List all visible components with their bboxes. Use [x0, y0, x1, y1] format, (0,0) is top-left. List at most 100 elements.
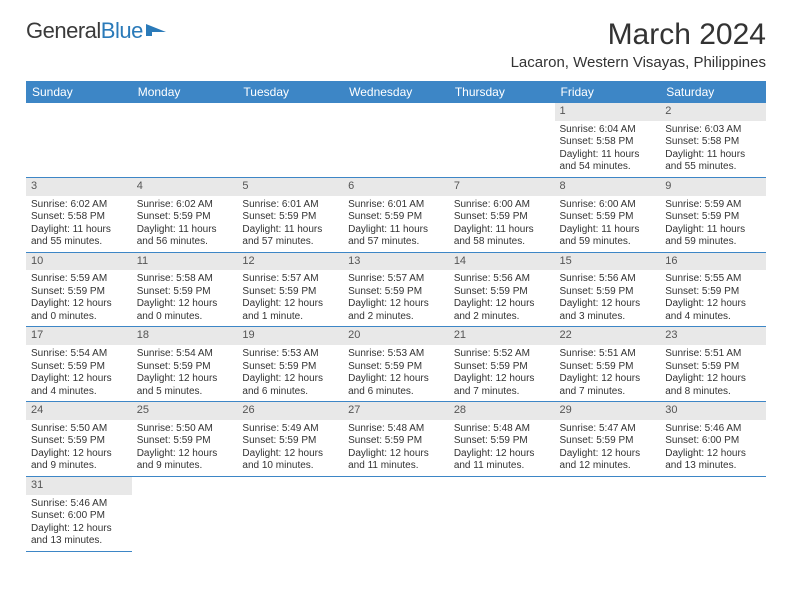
daylight-line: Daylight: 12 hours and 6 minutes.: [242, 373, 338, 398]
day-number: 15: [555, 253, 661, 271]
sunset-line: Sunset: 5:59 PM: [560, 361, 656, 374]
daylight-line: Daylight: 12 hours and 10 minutes.: [242, 448, 338, 473]
daylight-line: Daylight: 11 hours and 58 minutes.: [454, 224, 550, 249]
day-number: 23: [660, 327, 766, 345]
daylight-line: Daylight: 11 hours and 57 minutes.: [242, 224, 338, 249]
sunset-line: Sunset: 5:59 PM: [454, 361, 550, 374]
daylight-line: Daylight: 12 hours and 1 minute.: [242, 298, 338, 323]
calendar-cell: 29Sunrise: 5:47 AMSunset: 5:59 PMDayligh…: [555, 402, 661, 477]
sunrise-line: Sunrise: 5:49 AM: [242, 423, 338, 436]
sunset-line: Sunset: 5:59 PM: [31, 435, 127, 448]
calendar-cell: 9Sunrise: 5:59 AMSunset: 5:59 PMDaylight…: [660, 177, 766, 252]
calendar-cell: 7Sunrise: 6:00 AMSunset: 5:59 PMDaylight…: [449, 177, 555, 252]
day-number: 20: [343, 327, 449, 345]
day-number: 22: [555, 327, 661, 345]
calendar-cell: [449, 476, 555, 551]
daylight-line: Daylight: 11 hours and 55 minutes.: [31, 224, 127, 249]
brand-logo: GeneralBlue: [26, 18, 168, 44]
day-body: Sunrise: 5:51 AMSunset: 5:59 PMDaylight:…: [660, 345, 766, 401]
calendar-cell: 13Sunrise: 5:57 AMSunset: 5:59 PMDayligh…: [343, 252, 449, 327]
sunset-line: Sunset: 5:59 PM: [348, 435, 444, 448]
day-number: 6: [343, 178, 449, 196]
calendar-cell: 8Sunrise: 6:00 AMSunset: 5:59 PMDaylight…: [555, 177, 661, 252]
day-number: 25: [132, 402, 238, 420]
day-body: Sunrise: 5:50 AMSunset: 5:59 PMDaylight:…: [26, 420, 132, 476]
sunrise-line: Sunrise: 5:55 AM: [665, 273, 761, 286]
calendar-cell: [555, 476, 661, 551]
calendar-cell: 10Sunrise: 5:59 AMSunset: 5:59 PMDayligh…: [26, 252, 132, 327]
daylight-line: Daylight: 12 hours and 11 minutes.: [454, 448, 550, 473]
calendar-cell: 26 Sunrise: 5:49 AMSunset: 5:59 PMDayligh…: [237, 402, 343, 477]
day-number: 31: [26, 477, 132, 495]
day-header: Saturday: [660, 81, 766, 103]
location-line: Lacaron, Western Visayas, Philippines: [26, 54, 766, 71]
daylight-line: Daylight: 11 hours and 55 minutes.: [665, 149, 761, 174]
sunrise-line: Sunrise: 6:00 AM: [560, 199, 656, 212]
calendar-cell: 5Sunrise: 6:01 AMSunset: 5:59 PMDaylight…: [237, 177, 343, 252]
daylight-line: Daylight: 11 hours and 54 minutes.: [560, 149, 656, 174]
calendar-cell: [237, 103, 343, 177]
daylight-line: Daylight: 12 hours and 13 minutes.: [31, 523, 127, 548]
day-body: Sunrise: 6:00 AMSunset: 5:59 PMDaylight:…: [449, 196, 555, 252]
calendar-cell: 27Sunrise: 5:48 AMSunset: 5:59 PMDayligh…: [343, 402, 449, 477]
daylight-line: Daylight: 12 hours and 8 minutes.: [665, 373, 761, 398]
sunset-line: Sunset: 5:59 PM: [665, 211, 761, 224]
calendar-cell: [343, 476, 449, 551]
day-number: 14: [449, 253, 555, 271]
calendar-cell: 28Sunrise: 5:48 AMSunset: 5:59 PMDayligh…: [449, 402, 555, 477]
calendar-week: 10Sunrise: 5:59 AMSunset: 5:59 PMDayligh…: [26, 252, 766, 327]
calendar-cell: 11Sunrise: 5:58 AMSunset: 5:59 PMDayligh…: [132, 252, 238, 327]
sunrise-line: Sunrise: 5:51 AM: [665, 348, 761, 361]
flag-icon: [146, 18, 168, 44]
calendar-cell: 4Sunrise: 6:02 AMSunset: 5:59 PMDaylight…: [132, 177, 238, 252]
daylight-line: Daylight: 12 hours and 4 minutes.: [31, 373, 127, 398]
sunset-line: Sunset: 5:58 PM: [31, 211, 127, 224]
day-body: Sunrise: 6:02 AMSunset: 5:58 PMDaylight:…: [26, 196, 132, 252]
day-body: Sunrise: 6:01 AMSunset: 5:59 PMDaylight:…: [343, 196, 449, 252]
sunrise-line: Sunrise: 5:57 AM: [348, 273, 444, 286]
calendar-cell: 23Sunrise: 5:51 AMSunset: 5:59 PMDayligh…: [660, 327, 766, 402]
day-body: Sunrise: 6:01 AMSunset: 5:59 PMDaylight:…: [237, 196, 343, 252]
day-header: Wednesday: [343, 81, 449, 103]
calendar-week: 1Sunrise: 6:04 AMSunset: 5:58 PMDaylight…: [26, 103, 766, 177]
day-body: Sunrise: 5:52 AMSunset: 5:59 PMDaylight:…: [449, 345, 555, 401]
calendar-cell: 24Sunrise: 5:50 AMSunset: 5:59 PMDayligh…: [26, 402, 132, 477]
calendar-cell: 14Sunrise: 5:56 AMSunset: 5:59 PMDayligh…: [449, 252, 555, 327]
day-header: Monday: [132, 81, 238, 103]
calendar-cell: 22Sunrise: 5:51 AMSunset: 5:59 PMDayligh…: [555, 327, 661, 402]
sunset-line: Sunset: 6:00 PM: [665, 435, 761, 448]
day-body: Sunrise: 5:59 AMSunset: 5:59 PMDaylight:…: [26, 270, 132, 326]
day-body: Sunrise: 5:53 AMSunset: 5:59 PMDaylight:…: [343, 345, 449, 401]
day-body: Sunrise: 5:48 AMSunset: 5:59 PMDaylight:…: [343, 420, 449, 476]
calendar-cell: [26, 103, 132, 177]
sunset-line: Sunset: 5:58 PM: [665, 136, 761, 149]
sunset-line: Sunset: 5:59 PM: [242, 435, 338, 448]
sunset-line: Sunset: 5:59 PM: [137, 286, 233, 299]
daylight-line: Daylight: 12 hours and 2 minutes.: [454, 298, 550, 323]
sunrise-line: Sunrise: 5:50 AM: [137, 423, 233, 436]
day-body: Sunrise: 5:53 AMSunset: 5:59 PMDaylight:…: [237, 345, 343, 401]
day-body: Sunrise: 5:56 AMSunset: 5:59 PMDaylight:…: [449, 270, 555, 326]
sunset-line: Sunset: 5:59 PM: [137, 435, 233, 448]
page-title: March 2024: [608, 18, 766, 52]
sunset-line: Sunset: 5:59 PM: [665, 286, 761, 299]
sunrise-line: Sunrise: 5:58 AM: [137, 273, 233, 286]
calendar-cell: 16Sunrise: 5:55 AMSunset: 5:59 PMDayligh…: [660, 252, 766, 327]
day-body: Sunrise: 5:56 AMSunset: 5:59 PMDaylight:…: [555, 270, 661, 326]
calendar-cell: 30Sunrise: 5:46 AMSunset: 6:00 PMDayligh…: [660, 402, 766, 477]
sunset-line: Sunset: 5:59 PM: [454, 286, 550, 299]
sunrise-line: Sunrise: 5:53 AM: [242, 348, 338, 361]
day-number: 29: [555, 402, 661, 420]
calendar-cell: 21Sunrise: 5:52 AMSunset: 5:59 PMDayligh…: [449, 327, 555, 402]
day-number: 26: [237, 402, 343, 420]
day-number: 11: [132, 253, 238, 271]
day-number: 12: [237, 253, 343, 271]
day-body: Sunrise: 5:54 AMSunset: 5:59 PMDaylight:…: [132, 345, 238, 401]
day-number: 5: [237, 178, 343, 196]
calendar-cell: 31Sunrise: 5:46 AMSunset: 6:00 PMDayligh…: [26, 476, 132, 551]
day-body: Sunrise: 5:58 AMSunset: 5:59 PMDaylight:…: [132, 270, 238, 326]
calendar-cell: 19Sunrise: 5:53 AMSunset: 5:59 PMDayligh…: [237, 327, 343, 402]
sunset-line: Sunset: 5:59 PM: [454, 435, 550, 448]
calendar-cell: 20Sunrise: 5:53 AMSunset: 5:59 PMDayligh…: [343, 327, 449, 402]
daylight-line: Daylight: 12 hours and 9 minutes.: [137, 448, 233, 473]
